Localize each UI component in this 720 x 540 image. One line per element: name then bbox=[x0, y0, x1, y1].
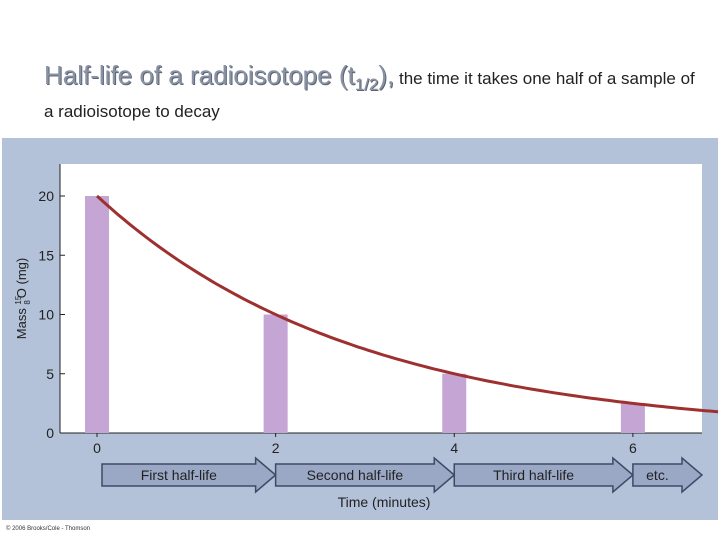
bar bbox=[620, 403, 645, 433]
title-main: Half-life of a radioisotope (t1/2), bbox=[44, 60, 395, 95]
half-life-arrow bbox=[274, 456, 456, 494]
title-definition: the time it takes one half of a sample o… bbox=[44, 69, 695, 122]
figure-panel: 0 5 10 15 20 Mass 158O (mg) 0 2 4 6 First half-lif… bbox=[2, 138, 718, 520]
bar bbox=[85, 196, 109, 433]
x-tick-label: 6 bbox=[629, 440, 637, 456]
half-life-arrow bbox=[101, 456, 277, 494]
half-life-arrow bbox=[632, 456, 704, 494]
y-tick-label: 15 bbox=[38, 247, 54, 263]
decay-curve bbox=[95, 194, 718, 414]
half-life-arrow-label: etc. bbox=[646, 467, 669, 483]
copyright-notice: © 2006 Brooks/Cole - Thomson bbox=[6, 526, 91, 532]
y-tick-label: 5 bbox=[46, 366, 54, 382]
bar bbox=[442, 373, 467, 433]
half-life-arrow bbox=[453, 456, 635, 494]
half-life-arrow-label: Second half-life bbox=[307, 467, 404, 483]
title-subscript: 1/2 bbox=[354, 75, 379, 95]
plot-area bbox=[60, 164, 702, 433]
y-tick-label: 20 bbox=[38, 188, 54, 204]
x-tick-label: 0 bbox=[93, 440, 101, 456]
y-axis-label: Mass 158O (mg) bbox=[14, 258, 32, 339]
y-tick-label: 10 bbox=[38, 307, 54, 323]
half-life-arrow-label: Third half-life bbox=[493, 467, 574, 483]
half-life-arrow-label: First half-life bbox=[141, 467, 217, 483]
y-tick-label: 0 bbox=[46, 425, 54, 441]
x-axis-label: Time (minutes) bbox=[338, 494, 431, 510]
x-tick-label: 4 bbox=[450, 440, 458, 456]
half-life-chart: 0 5 10 15 20 Mass 158O (mg) 0 2 4 6 First half-lif… bbox=[14, 164, 718, 510]
x-tick-label: 2 bbox=[272, 440, 280, 456]
bar bbox=[263, 314, 288, 433]
slide-title: Half-life of a radioisotope (t1/2), the … bbox=[44, 62, 704, 125]
